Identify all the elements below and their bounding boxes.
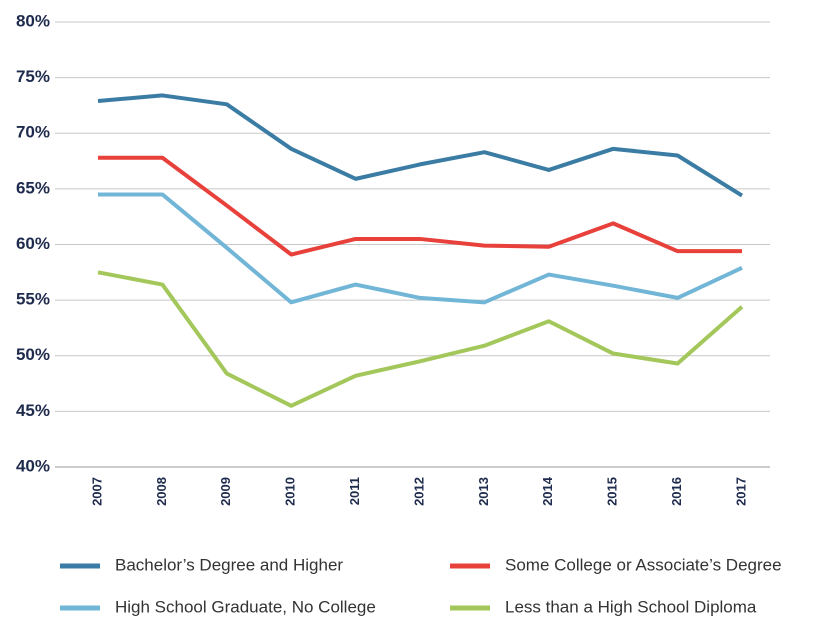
legend-label: Bachelor’s Degree and Higher <box>115 555 343 574</box>
legend-label: Less than a High School Diploma <box>505 597 757 616</box>
x-tick-label: 2010 <box>283 477 298 506</box>
x-tick-label: 2015 <box>605 477 620 506</box>
x-tick-label: 2011 <box>347 477 362 505</box>
x-tick-label: 2012 <box>411 477 426 506</box>
series-line <box>98 155 742 257</box>
y-tick-label: 50% <box>16 345 50 364</box>
x-tick-label: 2008 <box>154 477 169 506</box>
y-tick-label: 70% <box>16 123 50 142</box>
series-line <box>98 192 743 305</box>
y-tick-label: 65% <box>16 178 50 197</box>
series-line <box>97 93 744 198</box>
x-tick-label: 2017 <box>733 477 748 506</box>
legend-label: Some College or Associate’s Degree <box>505 555 782 574</box>
y-tick-label: 55% <box>16 290 50 309</box>
x-tick-label: 2009 <box>218 477 233 506</box>
x-tick-label: 2007 <box>89 477 104 506</box>
y-tick-label: 45% <box>16 401 50 420</box>
x-tick-label: 2013 <box>476 477 491 506</box>
y-tick-label: 60% <box>16 234 50 253</box>
series-line <box>97 270 744 408</box>
y-tick-label: 80% <box>16 11 50 30</box>
x-tick-label: 2016 <box>669 477 684 506</box>
y-tick-label: 75% <box>16 67 50 86</box>
legend-label: High School Graduate, No College <box>115 597 376 616</box>
y-tick-label: 40% <box>16 456 50 475</box>
x-tick-label: 2014 <box>540 476 555 506</box>
